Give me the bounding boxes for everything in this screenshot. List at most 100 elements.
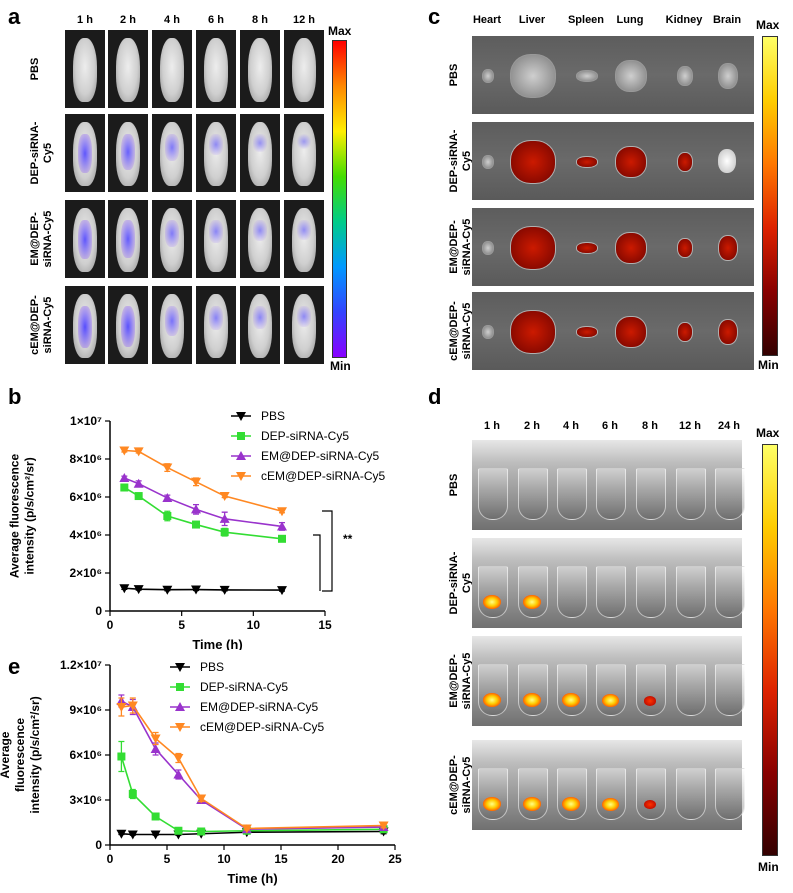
organ-spleen <box>576 70 598 82</box>
mouse-silhouette <box>204 38 228 102</box>
organ-spleen <box>576 242 598 254</box>
sample-tube <box>596 468 626 520</box>
y-tick-label: 6×10⁶ <box>69 748 102 762</box>
mouse-image-tile <box>196 114 236 192</box>
chart-b-fluorescence-vs-time: 0 5 10 15 0 2×10⁶ 4×10⁶ 6×10⁶ 8×10⁶ 1×10⁷ Time (h)… <box>8 409 386 650</box>
y-tick-label: 6×10⁶ <box>69 490 102 504</box>
sample-tube <box>478 468 508 520</box>
x-tick-label: 5 <box>178 618 185 632</box>
mouse-image-tile <box>284 286 324 364</box>
significance-bracket-inner <box>313 534 321 591</box>
data-point <box>174 826 183 835</box>
sample-tube <box>636 768 666 820</box>
sample-tube <box>676 468 706 520</box>
data-point <box>191 585 201 595</box>
fluorescence-signal <box>209 306 223 330</box>
organ-label-kidney: Kidney <box>665 14 703 26</box>
fluorescence-signal <box>78 220 92 259</box>
organ-label-heart: Heart <box>472 14 502 26</box>
data-point <box>150 734 161 744</box>
fluorescence-signal <box>78 306 92 348</box>
fluorescence-spot <box>644 800 656 810</box>
data-point <box>163 512 172 520</box>
x-axis-label: Time (h) <box>192 637 242 650</box>
panel-letter-e: e <box>8 654 21 679</box>
data-point <box>219 585 230 595</box>
panel-a-time-label: 6 h <box>208 14 224 26</box>
data-point <box>219 492 230 502</box>
mouse-image-tile <box>65 114 105 192</box>
mouse-image-tile <box>284 200 324 278</box>
colorbar-d-max: Max <box>756 426 780 440</box>
data-point <box>220 528 229 537</box>
series-cem-dep-sirna-cy5 <box>116 697 389 834</box>
legend-item: cEM@DEP-siRNA-Cy5 <box>231 469 386 483</box>
organ-label-brain: Brain <box>712 14 742 26</box>
organ-lung <box>615 146 647 178</box>
panel-d-time-label: 24 h <box>717 420 740 432</box>
legend-label: PBS <box>261 409 285 423</box>
fluorescence-spot <box>601 797 619 812</box>
panel-a-group-label: PBS <box>29 57 41 81</box>
legend-label: EM@DEP-siRNA-Cy5 <box>200 700 319 714</box>
mouse-silhouette <box>292 38 316 102</box>
data-point <box>150 830 161 840</box>
data-point <box>277 521 287 531</box>
panel-a-time-label: 1 h <box>77 14 93 26</box>
legend-item: EM@DEP-siRNA-Cy5 <box>170 700 319 714</box>
x-tick-label: 15 <box>274 852 288 866</box>
sample-tube <box>676 768 706 820</box>
y-tick-label: 1×10⁷ <box>70 414 102 428</box>
fluorescence-spot <box>601 693 619 708</box>
legend-item: EM@DEP-siRNA-Cy5 <box>231 449 380 463</box>
legend-item: DEP-siRNA-Cy5 <box>231 429 349 443</box>
panel-letter-d: d <box>428 384 442 409</box>
data-point <box>378 821 389 831</box>
organ-spleen <box>576 326 598 338</box>
organ-kidney <box>677 238 693 258</box>
legend-label: DEP-siRNA-Cy5 <box>200 680 288 694</box>
sample-tube <box>676 566 706 618</box>
mouse-image-tile <box>284 114 324 192</box>
organ-brain <box>718 63 738 89</box>
legend-item: PBS <box>231 409 285 423</box>
x-tick-label: 0 <box>107 618 114 632</box>
organ-label-lung: Lung <box>616 14 644 26</box>
series-line <box>124 477 283 528</box>
colorbar-c-min: Min <box>758 358 779 372</box>
x-tick-label: 10 <box>247 618 261 632</box>
series-cem-dep-sirna-cy5 <box>119 446 287 517</box>
data-point <box>173 754 184 763</box>
legend-marker <box>175 663 185 672</box>
y-tick-label: 0 <box>95 838 102 852</box>
fluorescence-signal <box>297 220 311 240</box>
sample-tube <box>715 566 745 618</box>
legend-marker <box>237 432 245 440</box>
mouse-image-tile <box>108 30 148 108</box>
sample-tube <box>596 664 626 716</box>
sample-tube <box>557 768 587 820</box>
sample-tube <box>636 664 666 716</box>
fluorescence-spot <box>523 595 541 610</box>
fluorescence-spot <box>562 797 580 812</box>
data-point <box>151 812 160 821</box>
panel-d-time-label: 12 h <box>678 420 701 432</box>
mouse-silhouette <box>292 208 316 272</box>
colorbar-d-min: Min <box>758 860 779 874</box>
organ-kidney <box>677 322 693 342</box>
legend-label: DEP-siRNA-Cy5 <box>261 429 349 443</box>
mouse-image-tile <box>240 114 280 192</box>
data-point <box>127 701 138 711</box>
data-point <box>116 703 127 712</box>
y-axis-label: intensity (p/s/cm²/sr) <box>23 457 37 574</box>
mouse-image-tile <box>240 286 280 364</box>
colorbar-c-max: Max <box>756 18 780 32</box>
mouse-silhouette <box>248 122 272 186</box>
x-tick-label: 10 <box>217 852 231 866</box>
mouse-image-tile <box>65 30 105 108</box>
data-point <box>119 473 130 482</box>
fluorescence-signal <box>297 134 311 149</box>
fluorescence-signal <box>209 220 223 243</box>
organ-lung <box>615 232 647 264</box>
organ-brain <box>718 235 738 261</box>
